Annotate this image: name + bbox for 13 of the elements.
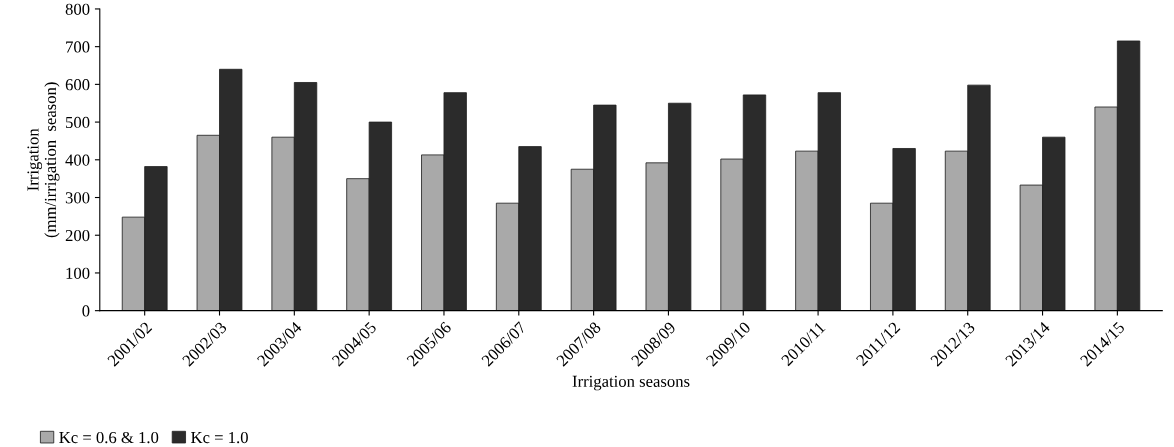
y-tick-label: 700	[66, 41, 90, 53]
legend-label: Kc = 0.6 & 1.0	[59, 431, 159, 444]
y-tick-label: 500	[66, 116, 90, 129]
y-tick-label: 400	[65, 154, 90, 166]
legend-label: Kc = 1.0	[191, 431, 248, 444]
y-tick-label: 100	[66, 267, 90, 279]
y-tick-label: 800	[65, 3, 90, 15]
x-axis-title: Irrigation seasons	[572, 375, 690, 391]
y-tick-label: 0	[82, 305, 90, 317]
y-tick-label: 300	[65, 192, 90, 204]
y-tick-label: 600	[65, 79, 90, 91]
y-tick-label: 200	[65, 229, 90, 242]
y-axis-title: Irrigation (mm/irrigation season)	[27, 82, 60, 238]
